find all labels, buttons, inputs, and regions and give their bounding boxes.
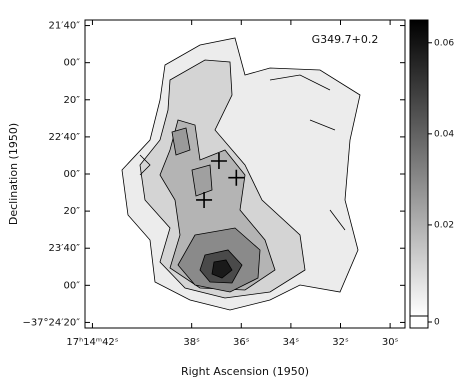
y-tick-label: 22′40″ bbox=[49, 132, 81, 143]
x-tick-label: 32ˢ bbox=[332, 337, 349, 348]
x-tick-label: 17ʰ14ᵐ42ˢ bbox=[66, 337, 118, 348]
y-tick-label: −37°24′20″ bbox=[22, 317, 80, 328]
colorbar-tick-label: 0 bbox=[434, 318, 440, 328]
colorbar-tick-label: 0.02 bbox=[434, 220, 454, 230]
source-cross bbox=[210, 153, 227, 170]
source-cross bbox=[196, 191, 213, 208]
y-tick-label: 00″ bbox=[64, 58, 81, 69]
source-cross bbox=[228, 169, 245, 186]
x-tick-label: 34ˢ bbox=[283, 337, 300, 348]
colorbar-tick-label: 0.06 bbox=[434, 38, 454, 48]
y-tick-label: 20″ bbox=[64, 95, 81, 106]
colorbar-tick-label: 0.04 bbox=[434, 129, 454, 139]
x-tick-label: 30ˢ bbox=[382, 337, 399, 348]
y-tick-label: 23′40″ bbox=[49, 243, 81, 254]
y-axis-label: Declination (1950) bbox=[7, 123, 20, 225]
y-tick-label: 21′40″ bbox=[49, 21, 81, 32]
x-tick-label: 36ˢ bbox=[233, 337, 250, 348]
colorbar bbox=[409, 19, 429, 317]
y-tick-label: 00″ bbox=[64, 169, 81, 180]
radio-map bbox=[121, 37, 361, 311]
y-tick-label: 00″ bbox=[64, 280, 81, 291]
colorbar-zero-box bbox=[409, 315, 429, 329]
annotation: G349.7+0.2 bbox=[312, 33, 379, 46]
y-tick-label: 20″ bbox=[64, 206, 81, 217]
x-tick-label: 38ˢ bbox=[183, 337, 200, 348]
x-axis-label: Right Ascension (1950) bbox=[181, 365, 309, 378]
